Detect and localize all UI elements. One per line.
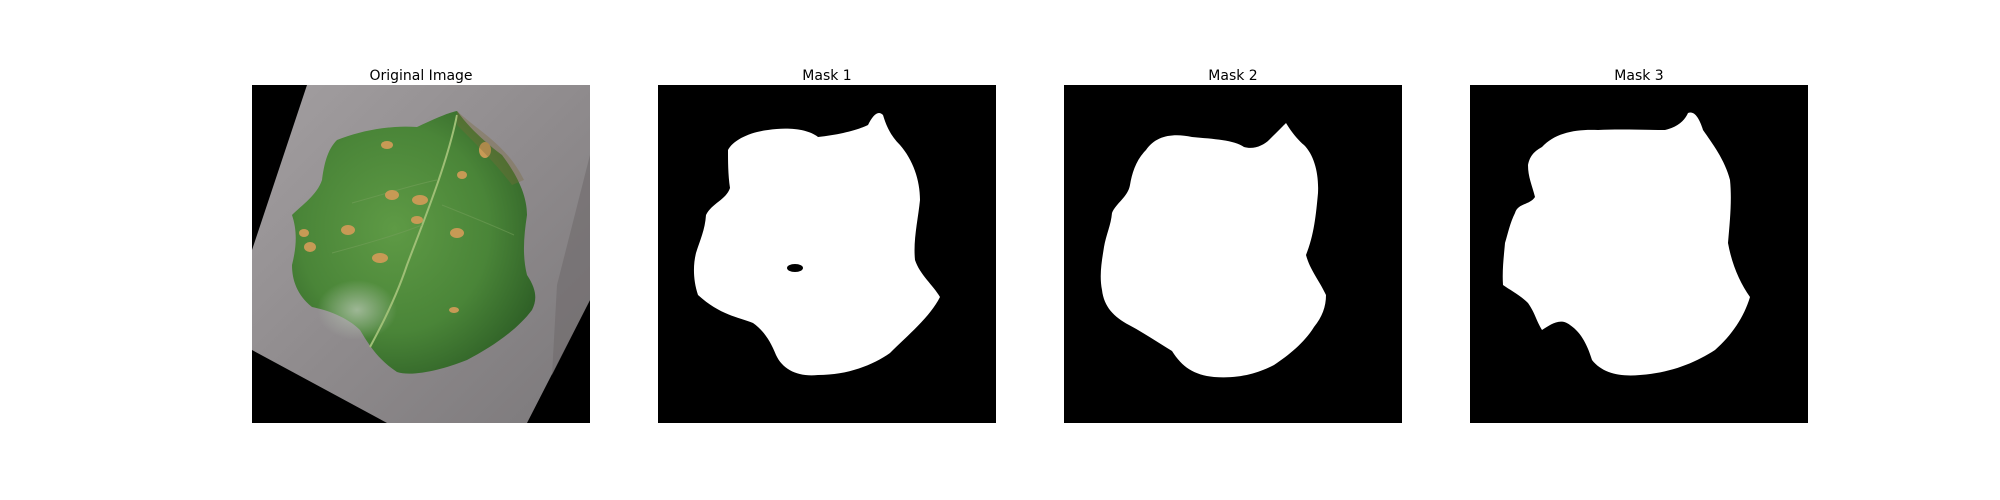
panel-mask-2: Mask 2: [1064, 68, 1402, 423]
mask-1-hole: [787, 264, 803, 272]
mask-2-canvas: [1064, 85, 1402, 423]
mask-2-region: [1100, 123, 1326, 378]
mask-2-speck: [1268, 202, 1270, 205]
mask-1-image: [658, 85, 996, 423]
panel-title: Mask 1: [802, 68, 852, 84]
leaf-midrib: [369, 114, 458, 348]
original-image-canvas: [252, 85, 590, 423]
mask-1-canvas: [658, 85, 996, 423]
mask-1-region: [693, 113, 940, 376]
mask-3-image: [1470, 85, 1808, 423]
panel-original-image: Original Image: [252, 68, 590, 423]
panel-title: Original Image: [369, 68, 473, 84]
leaf-photo-image: [252, 85, 590, 423]
leaf-spots: [299, 141, 491, 313]
panel-mask-1: Mask 1: [658, 68, 996, 423]
panel-title: Mask 3: [1614, 68, 1664, 84]
mask-2-image: [1064, 85, 1402, 423]
mask-3-region: [1502, 112, 1750, 376]
panel-mask-3: Mask 3: [1470, 68, 1808, 423]
mask-3-canvas: [1470, 85, 1808, 423]
panel-title: Mask 2: [1208, 68, 1258, 84]
